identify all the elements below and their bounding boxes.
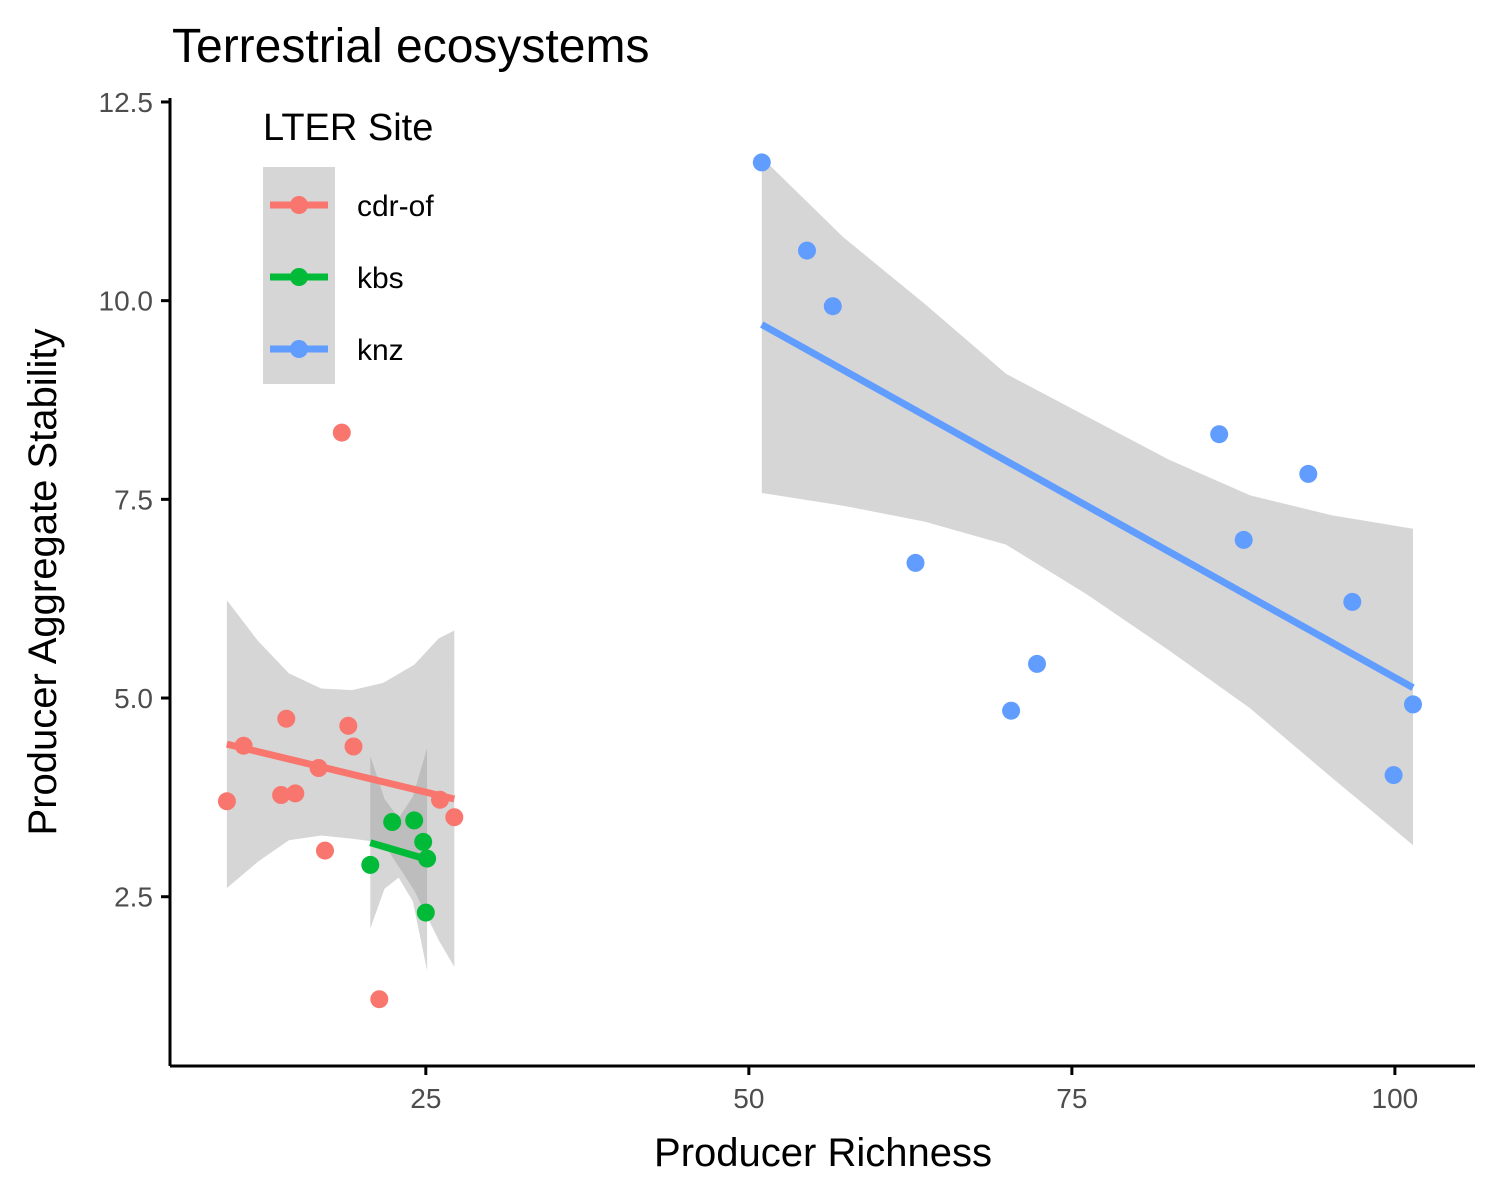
chart-title: Terrestrial ecosystems (172, 20, 649, 73)
y-tick-label: 5.0 (114, 683, 153, 714)
point-knz-9 (1343, 592, 1362, 611)
point-cdr-of-10 (370, 990, 389, 1009)
point-kbs-1 (383, 813, 402, 831)
data-points (217, 153, 1422, 1009)
legend-label-kbs: kbs (357, 262, 404, 295)
point-cdr-of-11 (431, 790, 449, 809)
point-cdr-of-8 (339, 716, 358, 735)
confidence-bands (226, 157, 1413, 971)
point-knz-5 (1028, 654, 1046, 673)
point-cdr-of-9 (344, 737, 363, 756)
x-axis-title: Producer Richness (654, 1131, 992, 1175)
x-axis-ticks: 25 50 75 100 (410, 1066, 1418, 1114)
ci-band-kbs (370, 748, 428, 971)
point-cdr-of-2 (272, 786, 291, 804)
x-tick-label: 50 (733, 1083, 764, 1114)
point-knz-8 (1299, 464, 1318, 483)
legend-items: cdr-of kbs knz (263, 167, 434, 384)
point-cdr-of-0 (217, 792, 236, 811)
point-knz-11 (1404, 695, 1422, 714)
ci-band-cdr-of (226, 600, 455, 967)
legend-label-knz: knz (357, 334, 404, 367)
fit-line-knz (760, 321, 1415, 691)
x-tick-label: 100 (1372, 1083, 1419, 1114)
point-cdr-of-7 (332, 423, 351, 442)
y-axis-ticks: 2.5 5.0 7.5 10.0 12.5 (99, 87, 170, 913)
legend-marker-knz (290, 340, 308, 358)
legend-label-cdr-of: cdr-of (357, 190, 434, 223)
legend-marker-kbs (290, 268, 308, 286)
point-kbs-0 (361, 855, 380, 874)
y-tick-label: 2.5 (114, 882, 153, 913)
x-tick-label: 25 (410, 1083, 441, 1114)
point-knz-7 (1234, 530, 1253, 549)
point-cdr-of-3 (277, 709, 296, 728)
point-kbs-5 (418, 849, 437, 868)
ci-band-knz (761, 157, 1413, 846)
point-cdr-of-5 (309, 759, 328, 777)
legend-marker-cdr-of (290, 196, 308, 214)
point-cdr-of-6 (316, 841, 334, 860)
point-cdr-of-12 (445, 808, 464, 827)
y-axis-title: Producer Aggregate Stability (21, 329, 65, 836)
x-tick-label: 75 (1056, 1083, 1087, 1114)
fit-lines (226, 321, 1415, 863)
point-knz-6 (1210, 425, 1229, 444)
point-knz-1 (798, 241, 816, 260)
fit-line-cdr-of (226, 740, 456, 803)
y-tick-label: 10.0 (99, 286, 154, 317)
point-knz-10 (1384, 766, 1403, 785)
y-tick-label: 12.5 (99, 87, 154, 118)
point-cdr-of-1 (234, 736, 253, 755)
point-cdr-of-4 (286, 784, 305, 803)
legend: LTER Site cdr-of kbs knz (263, 107, 434, 384)
fit-line-kbs (369, 839, 429, 863)
legend-title: LTER Site (263, 107, 433, 149)
point-knz-4 (1002, 701, 1021, 720)
y-tick-label: 7.5 (114, 484, 153, 515)
point-knz-2 (823, 297, 842, 316)
point-kbs-3 (414, 832, 433, 851)
point-kbs-2 (405, 811, 424, 830)
point-knz-3 (906, 553, 925, 572)
point-knz-0 (752, 153, 771, 172)
point-kbs-4 (416, 903, 435, 922)
